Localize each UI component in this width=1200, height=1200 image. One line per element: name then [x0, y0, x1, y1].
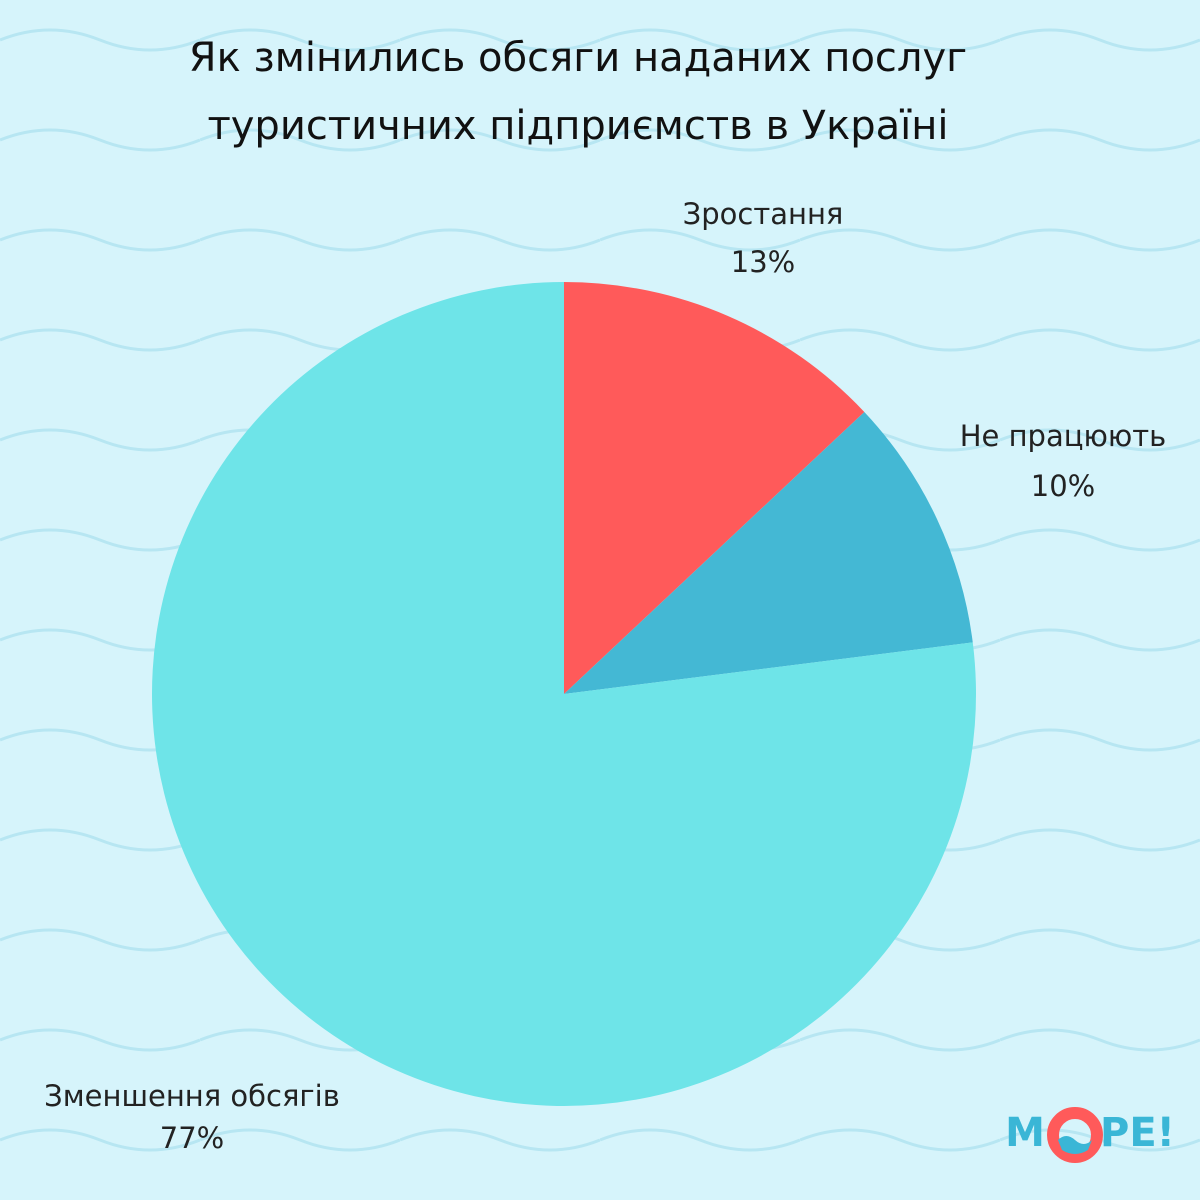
logo-lifebuoy [1047, 1107, 1103, 1163]
logo-text: РЕ! [1100, 1110, 1175, 1156]
logo: М РЕ! [1005, 1107, 1175, 1163]
value-label: 77% [160, 1121, 224, 1155]
slice-label: Зростання [683, 197, 844, 231]
logo-water [1058, 1136, 1092, 1154]
pie-slice [564, 282, 865, 694]
pie-slice [564, 411, 973, 694]
slice-label: Зменшення обсягів [44, 1079, 340, 1113]
slice-label: Не працюють [960, 419, 1167, 453]
chart-title: туристичних підприємств в Україні [207, 103, 948, 149]
chart-title: Як змінились обсяги наданих послуг [189, 35, 967, 81]
value-label: 10% [1031, 469, 1095, 503]
pie-slice [151, 282, 976, 1106]
value-label: 13% [731, 245, 795, 279]
logo-text: М [1005, 1110, 1045, 1156]
